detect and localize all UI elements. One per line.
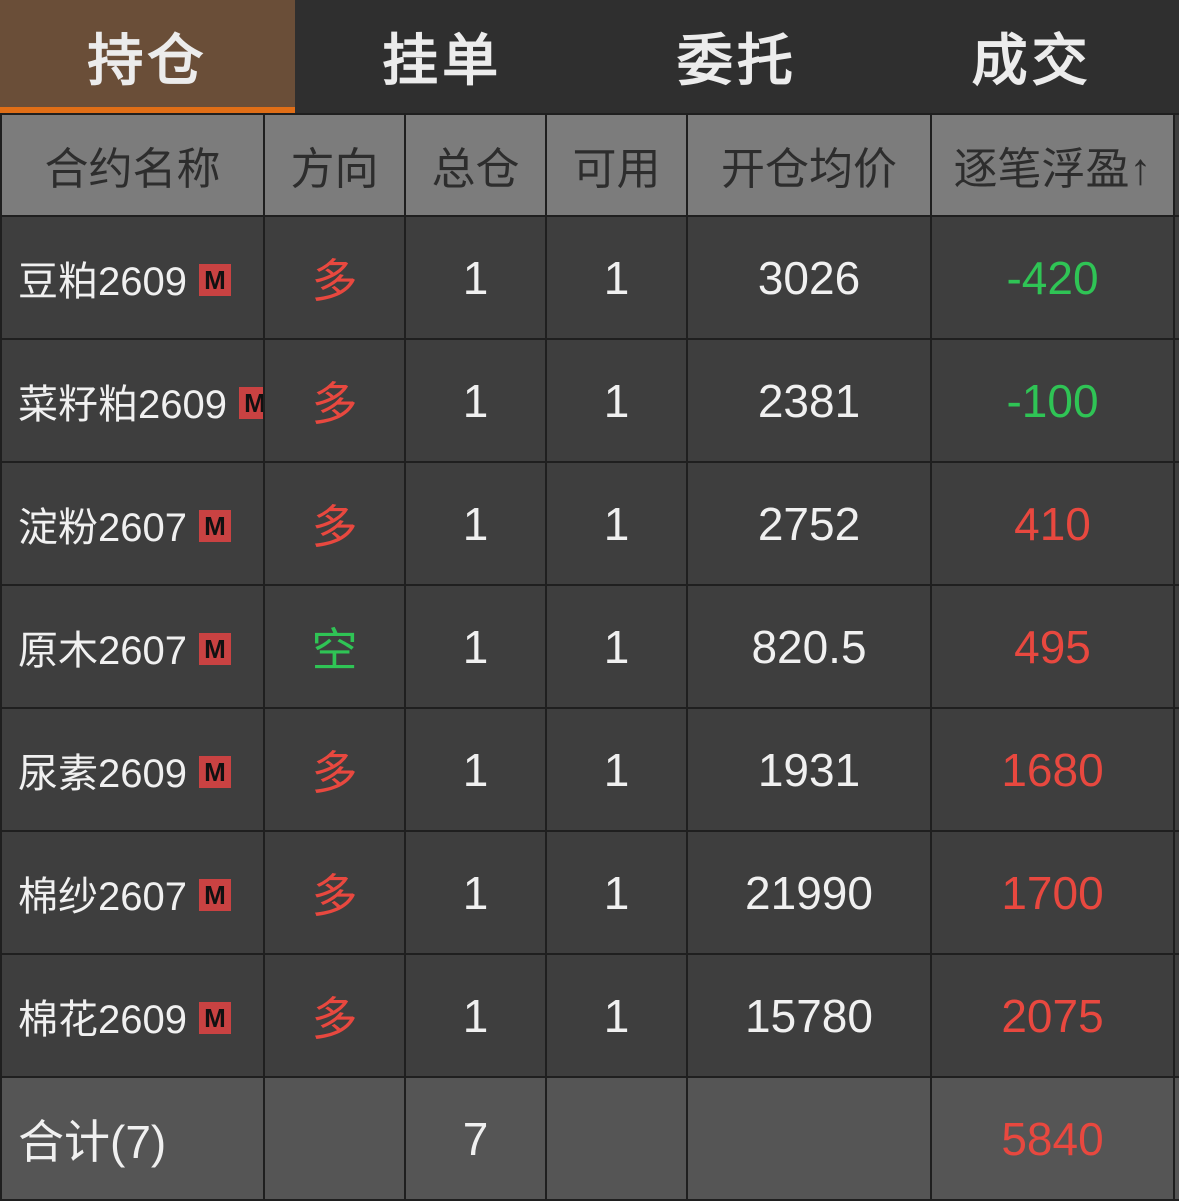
contract-name: 棉花2609 M [0,953,265,1078]
total-label: 合计(7) [0,1076,265,1201]
direction: 多 [263,953,406,1078]
available-position: 1 [545,461,688,586]
m-badge-icon: M [198,263,231,296]
avg-open-price: 15780 [686,953,932,1078]
avg-open-price: 820.5 [686,584,932,709]
tab-orders[interactable]: 委托 [676,29,797,92]
table-row[interactable]: 淀粉2607 M 多 1 1 2752 410 [0,461,1179,586]
contract-name: 棉纱2607 M [0,830,265,955]
table-row[interactable]: 菜籽粕2609 M 多 1 1 2381 -100 [0,338,1179,463]
floating-pnl: -420 [930,215,1175,340]
floating-pnl: -100 [930,338,1175,463]
m-badge-icon: M [198,755,231,788]
contract-name: 原木2607 M [0,584,265,709]
table-edge [1173,707,1179,832]
direction: 空 [263,584,406,709]
available-position: 1 [545,707,688,832]
table-row[interactable]: 棉花2609 M 多 1 1 15780 2075 [0,953,1179,1078]
total-available [545,1076,688,1201]
direction: 多 [263,215,406,340]
available-position: 1 [545,338,688,463]
avg-open-price: 1931 [686,707,932,832]
floating-pnl: 495 [930,584,1175,709]
avg-open-price: 21990 [686,830,932,955]
m-badge-icon: M [198,509,231,542]
table-row[interactable]: 豆粕2609 M 多 1 1 3026 -420 [0,215,1179,340]
total-position: 1 [404,830,547,955]
table-edge [1173,113,1179,217]
m-badge-icon: M [198,878,231,911]
tab-trades[interactable]: 成交 [971,29,1092,92]
total-count: 7 [404,1076,547,1201]
table-edge [1173,830,1179,955]
direction: 多 [263,707,406,832]
header-total[interactable]: 总仓 [404,113,547,217]
tab-positions[interactable]: 持仓 [0,0,295,113]
positions-table: 合约名称 方向 总仓 可用 开仓均价 逐笔浮盈↑ 豆粕2609 M 多 1 1 3… [0,113,1179,1201]
contract-name: 豆粕2609 M [0,215,265,340]
total-direction [263,1076,406,1201]
contract-name-text: 淀粉2607 [18,505,187,550]
avg-open-price: 3026 [686,215,932,340]
floating-pnl: 2075 [930,953,1175,1078]
table-header: 合约名称 方向 总仓 可用 开仓均价 逐笔浮盈↑ [0,113,1179,217]
tab-pending[interactable]: 挂单 [382,29,503,92]
contract-name: 淀粉2607 M [0,461,265,586]
table-edge [1173,461,1179,586]
table-row[interactable]: 尿素2609 M 多 1 1 1931 1680 [0,707,1179,832]
avg-open-price: 2381 [686,338,932,463]
header-direction[interactable]: 方向 [263,113,406,217]
floating-pnl: 1680 [930,707,1175,832]
table-row[interactable]: 棉纱2607 M 多 1 1 21990 1700 [0,830,1179,955]
avg-open-price: 2752 [686,461,932,586]
contract-name-text: 棉纱2607 [18,874,187,919]
table-edge [1173,215,1179,340]
total-row: 合计(7) 7 5840 [0,1076,1179,1201]
total-position: 1 [404,953,547,1078]
total-position: 1 [404,461,547,586]
tab-bar: 持仓 挂单 委托 成交 [0,0,1179,113]
direction: 多 [263,461,406,586]
available-position: 1 [545,953,688,1078]
table-row[interactable]: 原木2607 M 空 1 1 820.5 495 [0,584,1179,709]
total-pnl: 5840 [930,1076,1175,1201]
m-badge-icon: M [198,632,231,665]
header-contract[interactable]: 合约名称 [0,113,265,217]
available-position: 1 [545,830,688,955]
total-position: 1 [404,707,547,832]
table-edge [1173,338,1179,463]
header-available[interactable]: 可用 [545,113,688,217]
header-avg-price[interactable]: 开仓均价 [686,113,932,217]
table-edge [1173,1076,1179,1201]
total-price [686,1076,932,1201]
floating-pnl: 410 [930,461,1175,586]
total-position: 1 [404,215,547,340]
direction: 多 [263,830,406,955]
table-edge [1173,953,1179,1078]
m-badge-icon: M [238,386,262,419]
contract-name-text: 原木2607 [18,628,187,673]
available-position: 1 [545,584,688,709]
available-position: 1 [545,215,688,340]
contract-name: 菜籽粕2609 M [0,338,265,463]
contract-name-text: 菜籽粕2609 [18,382,227,427]
contract-name-text: 棉花2609 [18,997,187,1042]
floating-pnl: 1700 [930,830,1175,955]
total-position: 1 [404,338,547,463]
header-pnl-sorted[interactable]: 逐笔浮盈↑ [930,113,1175,217]
contract-name-text: 尿素2609 [18,751,187,796]
total-position: 1 [404,584,547,709]
m-badge-icon: M [198,1001,231,1034]
table-edge [1173,584,1179,709]
contract-name: 尿素2609 M [0,707,265,832]
direction: 多 [263,338,406,463]
contract-name-text: 豆粕2609 [18,259,187,304]
